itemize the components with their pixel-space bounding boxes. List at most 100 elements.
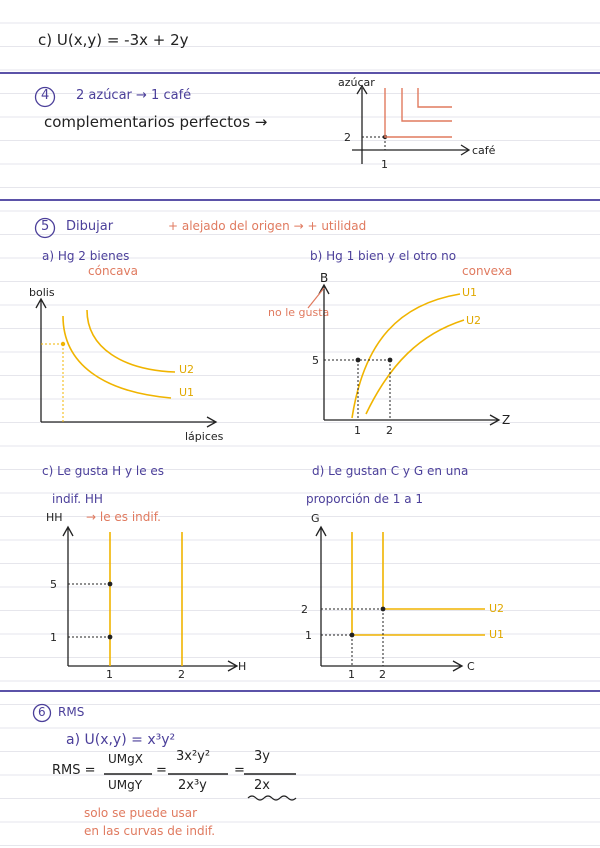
q5d-xlabel: C [467, 660, 475, 673]
q6-num-2: 3x²y² [176, 749, 211, 764]
q5c-graph: HH 5 1 1 2 H [46, 511, 246, 681]
q4-curve-1 [384, 88, 452, 138]
q5a-curve-u1 [62, 315, 172, 399]
q4-xtick: 1 [381, 158, 388, 171]
q5c-ylabel: HH [46, 511, 63, 524]
q5b-curve-label-u2: U2 [466, 314, 481, 327]
q6-eq-2: = [234, 763, 245, 778]
q6-eq-1: = [156, 763, 167, 778]
q6-fraction-bars [104, 773, 297, 801]
q4-statement: 2 azúcar → 1 café [76, 88, 192, 103]
q6-umg-x: UMgX [108, 752, 143, 766]
q5a-curve-label-u1: U1 [179, 386, 194, 399]
q5d-graph: G 2 1 1 2 C U2 U1 [301, 512, 504, 681]
q4-xlabel: café [472, 144, 496, 157]
q5c-x-arrow [227, 660, 239, 672]
q5b-ylabel: B [320, 271, 328, 285]
q6-note-line2: en las curvas de indif. [84, 824, 216, 838]
q5-title: Dibujar [66, 219, 114, 234]
q5b-sublabel: convexa [462, 264, 513, 278]
q6-umg-y: UMgY [108, 778, 143, 792]
q5d-curve-label-u1: U1 [489, 628, 504, 641]
q5b-curve-u1 [351, 293, 461, 419]
q4-graph: azúcar café 2 1 [338, 76, 496, 171]
q5d-point-1 [349, 632, 355, 638]
q6-function: a) U(x,y) = x³y² [66, 732, 176, 748]
q5b-xlabel: Z [502, 413, 510, 427]
q5c-ytick-5: 5 [50, 578, 57, 591]
q5c-label: c) Le gusta H y le es [42, 464, 165, 478]
q4-number-circle [34, 86, 56, 108]
q5a-ylabel: bolis [29, 286, 55, 299]
q5a-label: a) Hg 2 bienes [42, 249, 130, 263]
q6-number: 6 [38, 705, 46, 719]
separator-3 [0, 690, 600, 692]
q5b-note-arrow [307, 287, 325, 309]
q5b-y-arrow [318, 283, 330, 295]
q5b-graph: B Z 5 1 2 U1 U2 [307, 271, 510, 437]
q5d-label: d) Le gustan C y G en una [312, 464, 469, 478]
q5d-curve-u1 [351, 532, 485, 636]
q5a-xlabel: lápices [185, 430, 224, 443]
q5d-xtick-1: 1 [348, 668, 355, 681]
q5b-note: no le gusta [268, 306, 330, 319]
q5a-curve-u2 [86, 309, 176, 373]
q5a-graph: bolis lápices U2 U1 [29, 286, 224, 443]
separator-1 [0, 72, 600, 74]
q5b-curve-u2 [365, 319, 465, 415]
q6-underline-wavy [247, 795, 297, 801]
q5-number-circle [34, 217, 56, 239]
q5a-point [60, 341, 66, 347]
q6-num-3: 3y [254, 749, 270, 764]
q6-den-3: 2x [254, 778, 270, 793]
q6-note-line1: solo se puede usar [84, 806, 198, 820]
q5d-ytick-2: 2 [301, 603, 308, 616]
q5c-ytick-1: 1 [50, 631, 57, 644]
q4-ytick: 2 [344, 131, 351, 144]
q5d-xtick-2: 2 [379, 668, 386, 681]
q5c-note: → le es indif. [86, 510, 161, 524]
q5a-curve-label-u2: U2 [179, 363, 194, 376]
q6-den-2: 2x³y [178, 778, 207, 793]
q5-note: + alejado del origen → + utilidad [168, 219, 367, 233]
q5c-xtick-1: 1 [106, 668, 113, 681]
q4-answer: complementarios perfectos → [44, 113, 268, 131]
q4-curve-3 [417, 88, 452, 108]
q4-x-arrow [460, 144, 471, 156]
q5c-xlabel: H [238, 660, 246, 673]
q5c-point-1 [107, 634, 113, 640]
q5a-sublabel: cóncava [88, 264, 138, 278]
q5c-label2: indif. HH [52, 492, 103, 506]
q5b-xtick-2: 2 [386, 424, 393, 437]
q5d-label2: proporción de 1 a 1 [306, 492, 424, 506]
separator-2 [0, 199, 600, 201]
q5d-curve-label-u2: U2 [489, 602, 504, 615]
q5b-curve-label-u1: U1 [462, 286, 477, 299]
q5c-y-arrow [62, 525, 74, 537]
q5a-y-arrow [35, 297, 47, 309]
q4-curve-2 [401, 88, 452, 122]
q4-y-arrow [356, 84, 368, 95]
q4-number: 4 [41, 88, 50, 103]
q5b-xtick-1: 1 [354, 424, 361, 437]
q5-number: 5 [41, 219, 50, 234]
q5d-ytick-1: 1 [305, 629, 312, 642]
q6-number-circle [32, 703, 52, 723]
q5b-point-1 [355, 357, 361, 363]
q5a-x-arrow [206, 416, 218, 428]
q4-ylabel: azúcar [338, 76, 375, 89]
q5b-x-arrow [489, 414, 501, 426]
q5d-y-arrow [315, 525, 327, 537]
q5b-point-2 [387, 357, 393, 363]
q5d-point-2 [380, 606, 386, 612]
q5b-label: b) Hg 1 bien y el otro no [310, 249, 457, 263]
q5c-xtick-2: 2 [178, 668, 185, 681]
q5d-x-arrow [452, 660, 464, 672]
q5d-curve-u2 [382, 532, 485, 610]
q6-title: RMS [58, 705, 85, 719]
q5d-ylabel: G [311, 512, 320, 525]
q6-rms-label: RMS = [52, 763, 96, 778]
q5c-point-5 [107, 581, 113, 587]
q5b-ytick-5: 5 [312, 354, 319, 367]
